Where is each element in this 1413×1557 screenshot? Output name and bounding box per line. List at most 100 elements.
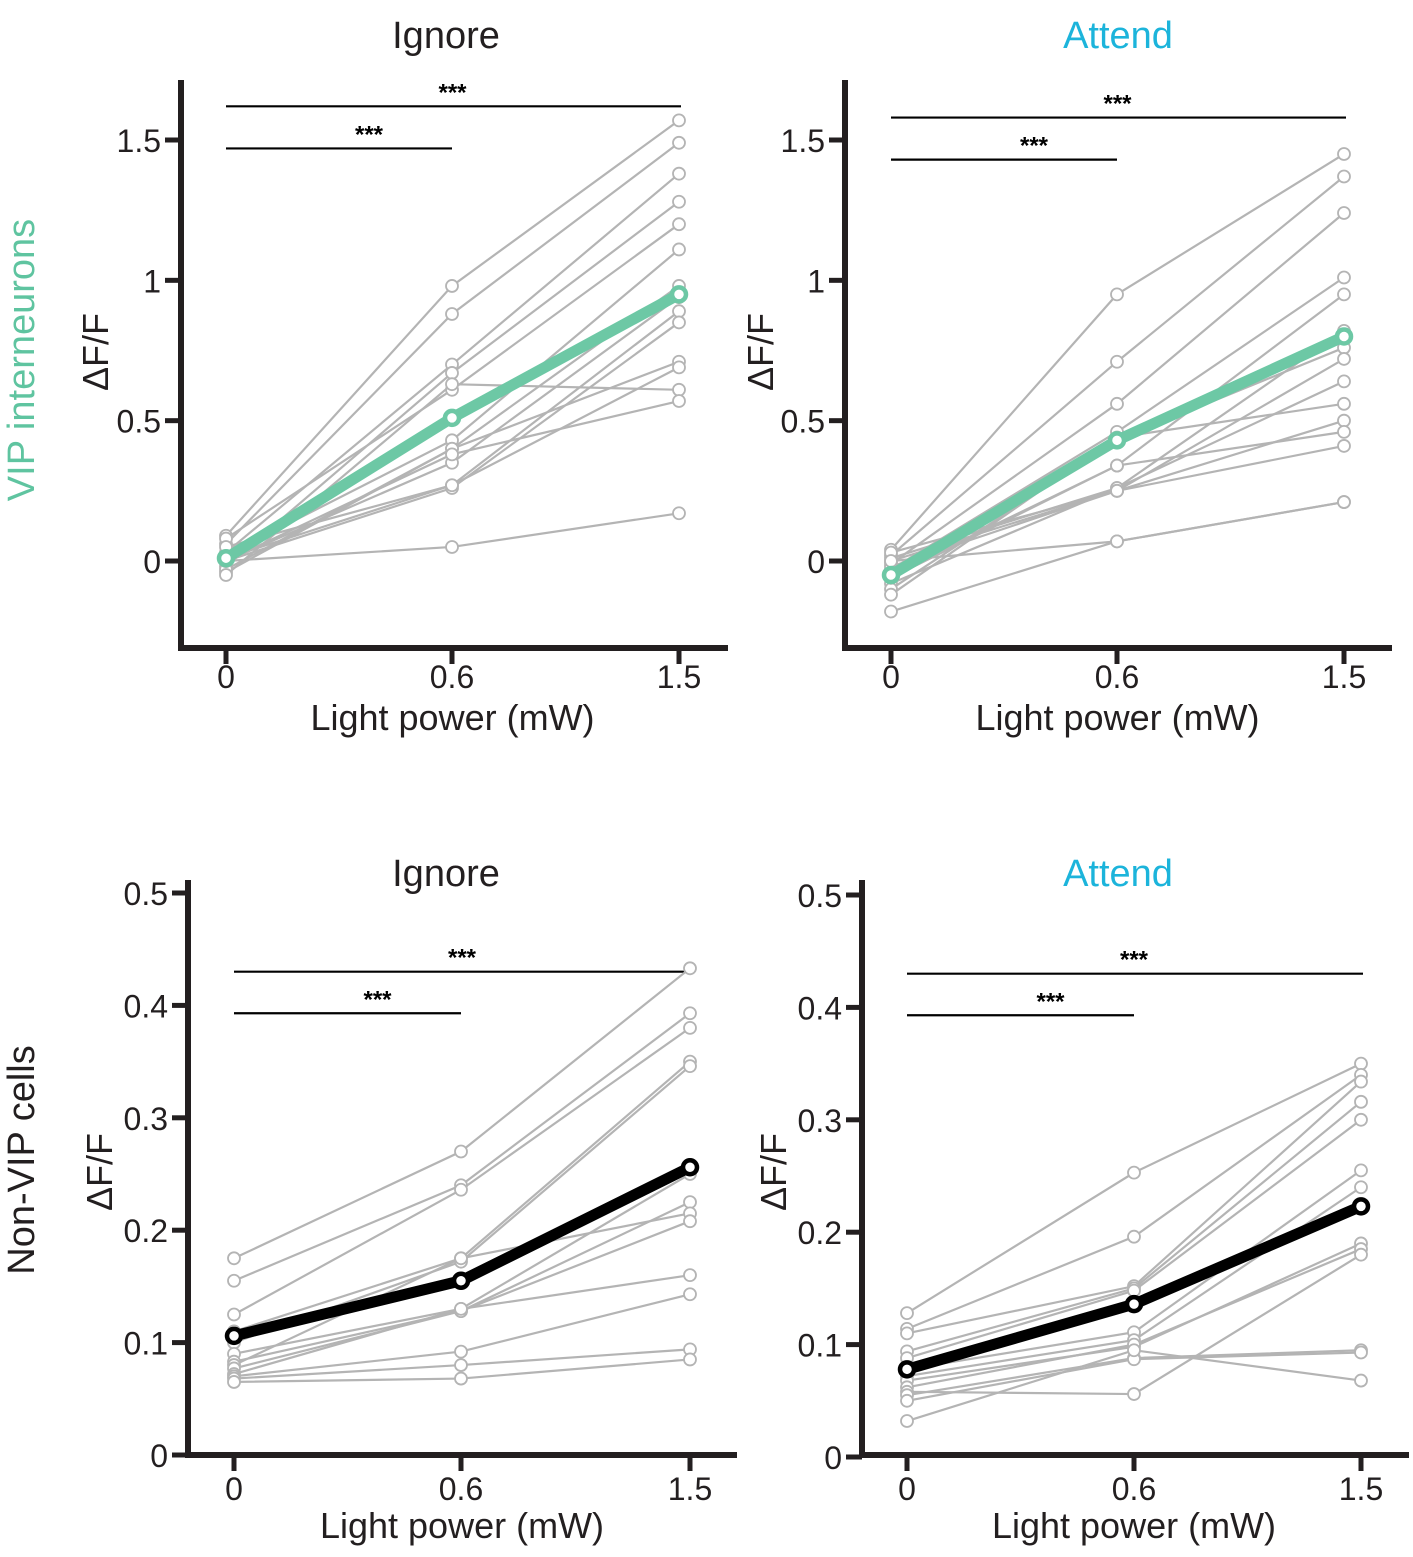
y-tick-label: 0.4 bbox=[798, 990, 842, 1026]
individual-point bbox=[227, 1375, 241, 1389]
individual-line bbox=[890, 500, 1345, 613]
individual-point bbox=[1354, 1112, 1368, 1127]
individual-point bbox=[445, 307, 459, 321]
individual-line bbox=[906, 1062, 1362, 1315]
mean-point bbox=[680, 1158, 700, 1177]
y-tick-label: 0 bbox=[824, 1440, 842, 1476]
individual-point bbox=[1354, 1345, 1368, 1360]
x-tick-label: 0.6 bbox=[1112, 1471, 1156, 1507]
individual-point bbox=[1354, 1094, 1368, 1109]
individual-point bbox=[683, 1268, 697, 1283]
individual-point bbox=[1337, 413, 1351, 428]
individual-point bbox=[672, 506, 686, 521]
y-tick-label: 0.2 bbox=[124, 1213, 168, 1249]
individual-point bbox=[454, 1251, 468, 1266]
x-tick-label: 0.6 bbox=[430, 659, 474, 695]
individual-point bbox=[683, 961, 697, 976]
x-tick-label: 0.6 bbox=[1095, 659, 1139, 695]
chart-title: Ignore bbox=[392, 15, 500, 57]
chart-title: Ignore bbox=[392, 853, 500, 895]
significance-label: *** bbox=[1120, 947, 1149, 974]
mean-point bbox=[1351, 1197, 1371, 1216]
individual-point bbox=[1337, 287, 1351, 302]
individual-point bbox=[1110, 483, 1124, 498]
x-tick-label: 1.5 bbox=[1339, 1471, 1383, 1507]
individual-line bbox=[890, 212, 1345, 565]
individual-point bbox=[1354, 1247, 1368, 1262]
significance-label: *** bbox=[448, 945, 477, 972]
individual-point bbox=[445, 447, 459, 462]
individual-point bbox=[1127, 1283, 1141, 1298]
chart-panel-bottom-right: Attend ΔF/F 0 0.1 0.2 0.3 0.4 0.5 0 0.6 1.5 Light p… bbox=[753, 853, 1409, 1546]
y-tick-label: 1.5 bbox=[781, 123, 825, 159]
y-tick-label: 1 bbox=[807, 263, 825, 299]
y-tick-label: 0.2 bbox=[798, 1215, 842, 1251]
mean-point bbox=[1107, 431, 1127, 450]
individual-point bbox=[672, 304, 686, 319]
individual-point bbox=[683, 1006, 697, 1021]
individual-point bbox=[672, 315, 686, 330]
x-axis-label: Light power (mW) bbox=[320, 1505, 604, 1546]
x-tick-label: 0 bbox=[217, 659, 235, 695]
individual-point bbox=[445, 377, 459, 392]
x-tick-label: 0 bbox=[225, 1471, 243, 1507]
individual-point bbox=[683, 1214, 697, 1229]
individual-point bbox=[445, 279, 459, 293]
individual-point bbox=[672, 217, 686, 232]
chart-title: Attend bbox=[1063, 853, 1173, 895]
x-axis-label: Light power (mW) bbox=[310, 697, 594, 738]
individual-line bbox=[906, 1100, 1362, 1353]
individual-point bbox=[672, 166, 686, 181]
panels: Ignore ΔF/F 0 0.5 1 1.5 0 0.6 1.5 Light power (mW… bbox=[75, 15, 1409, 1546]
x-tick-label: 0.6 bbox=[439, 1471, 483, 1507]
individual-point bbox=[227, 1307, 241, 1322]
y-axis-label: ΔF/F bbox=[753, 1133, 794, 1211]
row-label-vip: VIP interneurons bbox=[1, 219, 43, 501]
individual-point bbox=[1337, 270, 1351, 285]
individual-point bbox=[884, 554, 898, 568]
individual-point bbox=[1127, 1229, 1141, 1244]
individual-point bbox=[1127, 1387, 1141, 1401]
individual-point bbox=[1337, 495, 1351, 509]
individual-point bbox=[683, 1059, 697, 1073]
individual-point bbox=[1110, 534, 1124, 549]
individual-point bbox=[672, 394, 686, 408]
individual-point bbox=[1337, 374, 1351, 389]
x-tick-label: 0 bbox=[898, 1471, 916, 1507]
chart-panel-top-right: Attend ΔF/F 0 0.5 1 1.5 0 0.6 1.5 Light power (mW… bbox=[740, 15, 1392, 738]
y-tick-label: 0.4 bbox=[124, 988, 168, 1024]
mean-point bbox=[1124, 1294, 1144, 1314]
individual-point bbox=[672, 113, 686, 128]
individual-point bbox=[1110, 354, 1124, 369]
individual-point bbox=[454, 1371, 468, 1386]
individual-point bbox=[219, 568, 233, 582]
individual-point bbox=[1127, 1165, 1141, 1180]
individual-point bbox=[1354, 1163, 1368, 1178]
individual-point bbox=[683, 1352, 697, 1367]
x-tick-label: 1.5 bbox=[668, 1471, 712, 1507]
significance-label: *** bbox=[1103, 91, 1132, 118]
mean-point bbox=[669, 285, 689, 304]
individual-point bbox=[227, 1273, 241, 1288]
individual-point bbox=[1354, 1074, 1368, 1089]
mean-point bbox=[881, 565, 901, 585]
y-tick-label: 0.5 bbox=[117, 404, 161, 440]
individual-point bbox=[884, 587, 898, 602]
significance-label: *** bbox=[1036, 988, 1065, 1015]
y-tick-label: 0.3 bbox=[124, 1101, 168, 1137]
individual-point bbox=[1354, 1180, 1368, 1195]
individual-point bbox=[900, 1306, 914, 1321]
individual-point bbox=[900, 1414, 914, 1428]
y-tick-label: 0.3 bbox=[798, 1103, 842, 1139]
individual-point bbox=[445, 478, 459, 493]
individual-point bbox=[672, 242, 686, 257]
individual-point bbox=[1337, 396, 1351, 411]
individual-point bbox=[445, 540, 459, 554]
individual-point bbox=[1110, 287, 1124, 302]
individual-point bbox=[672, 382, 686, 397]
individual-point bbox=[900, 1393, 914, 1408]
individual-point bbox=[672, 135, 686, 150]
y-tick-label: 0 bbox=[807, 544, 825, 580]
individual-point bbox=[227, 1251, 241, 1266]
